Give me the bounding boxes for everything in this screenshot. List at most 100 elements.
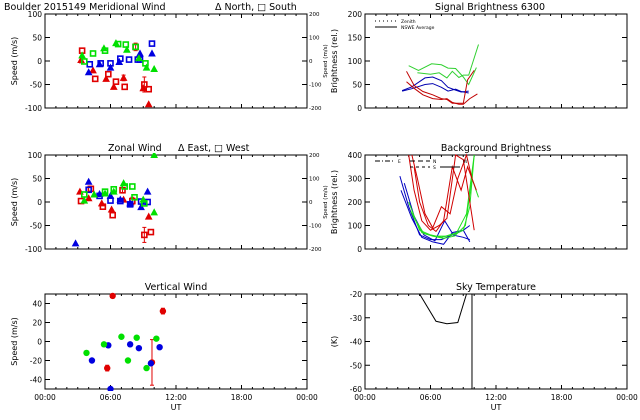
- series-line-red-2: [406, 81, 478, 105]
- chart-title: Vertical Wind: [145, 282, 207, 293]
- data-point-triangle: [148, 49, 156, 57]
- data-point-triangle: [116, 195, 125, 203]
- x-tick-label: 06:00: [420, 393, 442, 402]
- series-line-green-2: [417, 44, 479, 79]
- y-axis-label: Speed (m/s): [10, 178, 19, 227]
- data-point-square: [121, 183, 128, 190]
- x-tick-label: 18:00: [231, 393, 253, 402]
- data-point-circle: [109, 292, 116, 300]
- data-point-triangle: [109, 187, 118, 195]
- data-point-triangle: [80, 196, 89, 204]
- y-tick-label: 200: [348, 10, 363, 19]
- series-line-green-3: [412, 154, 475, 237]
- plot-frame: [364, 293, 628, 390]
- x-tick-label: 18:00: [551, 393, 573, 402]
- data-point-square: [148, 40, 156, 47]
- y-tick-label: -100: [25, 245, 42, 254]
- right-y-tick-label: 0: [309, 59, 313, 65]
- data-point-circle: [88, 357, 96, 364]
- data-point-triangle: [84, 194, 93, 202]
- legend-label-zenith: Zenith: [401, 19, 416, 25]
- y-axis-label: Speed (m/s): [10, 317, 19, 366]
- chart-title: Boulder 2015149 Meridional Wind: [4, 2, 166, 13]
- right-y-tick-label: -100: [309, 224, 322, 230]
- plot-frame: [364, 154, 628, 250]
- right-y-tick-label: -100: [309, 83, 322, 89]
- data-point-square: [105, 70, 112, 78]
- data-point-triangle: [123, 45, 131, 53]
- data-point-circle: [124, 357, 132, 364]
- y-tick-label: 20: [32, 319, 42, 328]
- data-point-triangle: [144, 212, 153, 220]
- data-point-triangle: [137, 203, 145, 211]
- data-point-triangle: [102, 74, 110, 82]
- data-point-triangle: [115, 57, 124, 65]
- data-point-circle: [143, 364, 150, 372]
- data-point-triangle: [136, 49, 144, 57]
- data-point-triangle: [106, 191, 115, 199]
- data-point-square: [101, 47, 109, 54]
- data-point-triangle: [84, 68, 93, 76]
- y-tick-label: -50: [350, 361, 362, 370]
- y-tick-label: 100: [348, 222, 363, 231]
- data-point-square: [99, 203, 107, 210]
- data-point-circle: [83, 349, 90, 357]
- data-point-triangle: [143, 187, 152, 195]
- y-axis-label: Brightness (rel.): [330, 29, 339, 93]
- right-y-tick-label: 200: [309, 12, 320, 18]
- y-tick-label: 40: [32, 300, 42, 309]
- right-y-tick-label: -200: [309, 106, 322, 112]
- x-axis-label: UT: [491, 403, 502, 412]
- data-point-triangle: [107, 205, 116, 213]
- y-tick-label: 50: [32, 175, 42, 184]
- data-point-square: [109, 211, 116, 219]
- y-tick-label: 100: [348, 57, 363, 66]
- data-point-triangle: [119, 73, 128, 81]
- right-y-axis-label: Speed (m/s): [323, 44, 329, 77]
- data-point-square: [122, 41, 130, 48]
- chart-title: Zonal Wind: [108, 143, 162, 154]
- plot-area: [419, 293, 473, 389]
- y-tick-label: -60: [350, 385, 362, 394]
- data-point-triangle: [89, 66, 97, 74]
- right-y-axis-label: Speed (m/s): [323, 185, 329, 218]
- y-axis-label: Speed (m/s): [10, 37, 19, 86]
- y-tick-label: 0: [37, 198, 42, 207]
- data-point-square: [81, 191, 88, 198]
- y-tick-label: -20: [30, 357, 42, 366]
- chart-signal: Signal Brightness 6300 200 150 100 50 0 Bright…: [330, 2, 628, 113]
- data-point-circle: [147, 360, 155, 367]
- data-point-circle: [107, 385, 114, 391]
- y-tick-label: 50: [32, 34, 42, 43]
- y-tick-label: 0: [37, 57, 42, 66]
- data-point-square: [89, 50, 97, 57]
- data-point-circle: [118, 333, 125, 340]
- data-point-circle: [126, 341, 134, 348]
- x-tick-label: 00:00: [34, 393, 56, 402]
- series-line-red-1: [406, 70, 475, 104]
- chart-zonal: Zonal Wind Δ East, □ West 100 50 0 -50 -100 200…: [10, 143, 329, 254]
- data-point-square: [129, 183, 136, 190]
- plot-area: [71, 153, 159, 247]
- data-point-triangle: [71, 239, 80, 247]
- y-tick-label: 200: [348, 198, 363, 207]
- plot-frame: [44, 13, 308, 109]
- y-tick-label: 0: [357, 245, 362, 254]
- y-tick-label: -20: [350, 290, 362, 299]
- data-point-square: [132, 43, 139, 51]
- x-tick-label: 00:00: [354, 393, 376, 402]
- legend-label-s: S: [433, 165, 436, 171]
- y-axis-label: (K): [330, 336, 339, 348]
- y-tick-label: 150: [348, 34, 363, 43]
- data-point-square: [147, 228, 155, 236]
- data-point-triangle: [95, 189, 104, 198]
- data-point-triangle: [106, 63, 115, 71]
- data-point-square: [125, 56, 133, 63]
- data-point-circle: [104, 364, 111, 372]
- y-tick-label: -100: [25, 104, 42, 113]
- right-y-tick-label: 0: [309, 200, 313, 206]
- data-point-square: [131, 194, 138, 201]
- y-tick-label: 400: [348, 151, 363, 160]
